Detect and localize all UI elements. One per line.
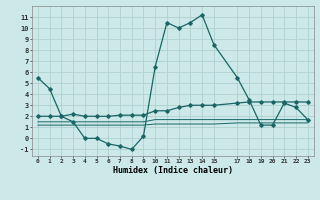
X-axis label: Humidex (Indice chaleur): Humidex (Indice chaleur) [113, 166, 233, 175]
